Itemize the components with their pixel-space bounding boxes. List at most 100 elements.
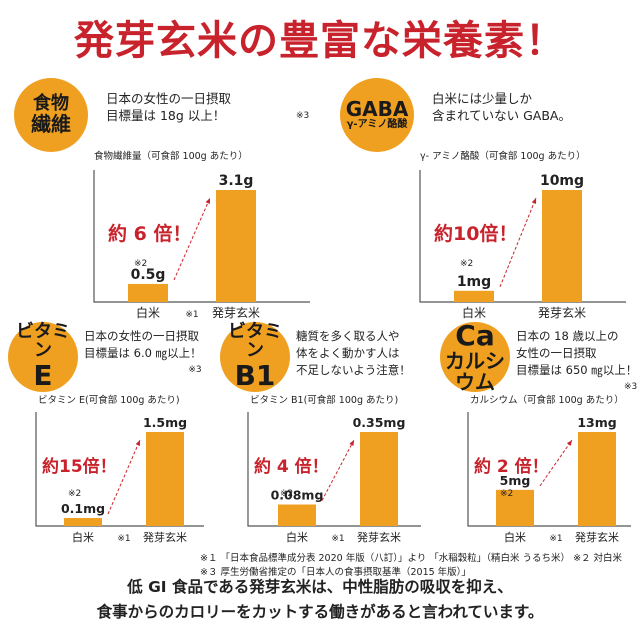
ratio-note: ※2 — [460, 259, 473, 269]
chart-label: ビタミン B1(可食部 100g あたり) — [250, 395, 399, 406]
badge-line: γ-アミノ酪酸 — [346, 119, 408, 131]
intro-line: 体をよく動かす人は — [296, 346, 400, 360]
chart-label: ビタミン E(可食部 100g あたり) — [38, 395, 180, 406]
bar-germinated-brown-rice — [578, 432, 616, 526]
value-label: 10mg — [540, 173, 584, 189]
ratio-arrow — [107, 439, 141, 515]
bar-germinated-brown-rice — [360, 432, 398, 526]
category-label: 発芽玄米 — [575, 530, 619, 544]
intro-line: 目標量は 18g 以上！ — [106, 108, 226, 123]
nutrient-badge: 食物 繊維 — [14, 78, 88, 152]
intro-note: ※3 — [296, 111, 310, 121]
bar-white-rice — [64, 518, 102, 526]
category-label: 発芽玄米 — [143, 530, 187, 544]
badge-line: ビタミン — [16, 321, 70, 362]
category-label: 白米 — [136, 305, 160, 320]
arrow-head — [205, 198, 210, 204]
value-label: 0.35mg — [353, 415, 406, 430]
arrow-head — [566, 440, 572, 446]
ratio-note: ※2 — [68, 489, 81, 499]
value-label: 5mg — [500, 473, 531, 488]
intro-text: 白米には少量しか 含まれていない GABA。 — [432, 90, 571, 124]
ratio-label: 約 4 倍！ — [254, 456, 329, 477]
bar-germinated-brown-rice — [146, 432, 184, 526]
ratio-label: 約15倍！ — [42, 456, 117, 477]
intro-text: 糖質を多く取る人や 体をよく動かす人は 不足しないよう注意！ — [296, 328, 411, 379]
axis-lines — [467, 412, 631, 527]
summary-line-2: 食事からのカロリーをカットする働きがあると言われています。 — [96, 603, 544, 621]
nutrient-badge: ビタミン E — [8, 322, 78, 392]
value-label: 1mg — [457, 274, 491, 290]
bar-chart: 0.1mg 白米 1.5mg 発芽玄米 ※1 約15倍！ ※2 — [35, 412, 204, 544]
intro-line: 目標量は 650 ㎎以上！ — [516, 363, 638, 377]
footnotes: ※１ 「日本食品標準成分表 2020 年版（八訂）」より 「水稲穀粒」（精白米 … — [200, 552, 622, 580]
bar-white-rice — [496, 489, 534, 526]
category-label: 発芽玄米 — [357, 530, 401, 544]
category-label: 発芽玄米 — [212, 305, 260, 320]
intro-line: 含まれていない GABA。 — [432, 108, 571, 123]
chart-label: カルシウム（可食部 100g あたり） — [470, 395, 624, 406]
category-note: ※1 — [549, 534, 562, 544]
badge-line: 繊維 — [31, 111, 71, 136]
nutrient-badge: ビタミン B1 — [220, 322, 290, 392]
page-title: 発芽玄米の豊富な栄養素！ — [74, 17, 566, 64]
badge-line: E — [33, 359, 53, 393]
ratio-arrow — [321, 439, 355, 501]
chart-label: 食物繊維量（可食部 100g あたり） — [94, 151, 248, 162]
category-label: 発芽玄米 — [538, 305, 586, 320]
intro-line: 日本の女性の一日摂取 — [106, 91, 232, 106]
bar-white-rice — [278, 504, 316, 526]
ratio-note: ※2 — [500, 489, 513, 499]
ratio-note: ※2 — [280, 489, 293, 499]
intro-line: 日本の 18 歳以上の — [516, 329, 619, 343]
intro-text: 日本の 18 歳以上の 女性の一日摂取目標量は 650 ㎎以上！ ※3 — [516, 328, 637, 396]
intro-text: 日本の女性の一日摂取 目標量は 6.0 ㎎以上！ ※3 — [84, 328, 202, 379]
value-label: 13mg — [577, 415, 616, 430]
badge-line: B1 — [234, 359, 276, 393]
badge-line: カルシウム — [445, 348, 505, 394]
nutrient-badge: Ca カルシウム — [440, 319, 510, 394]
badge-line: Ca — [455, 319, 495, 353]
ratio-note: ※2 — [134, 259, 147, 269]
category-note: ※1 — [185, 310, 198, 320]
intro-text: 日本の女性の一日摂取 目標量は 18g 以上！ ※3 — [106, 90, 309, 124]
value-label: 1.5mg — [143, 415, 187, 430]
footnote-3: ※３ 厚生労働省推定の「日本人の食事摂取基準（2015 年版）」 — [200, 567, 471, 578]
bar-white-rice — [128, 283, 168, 302]
summary-text: 低 GI 食品である発芽玄米は、中性脂肪の吸収を抑え、 食事からのカロリーをカッ… — [0, 575, 640, 625]
bar-chart: 0.08mg 白米 0.35mg 発芽玄米 ※1 約 4 倍！ ※2 — [247, 412, 421, 544]
category-label: 白米 — [462, 305, 486, 320]
bar-germinated-brown-rice — [216, 190, 256, 302]
bar-chart: 0.5g 白米 3.1g 発芽玄米 ※1 約 6 倍！ ※2 — [93, 170, 310, 320]
value-label: 0.1mg — [61, 501, 105, 516]
badge-line: GABA — [345, 97, 409, 122]
arrow-head — [531, 198, 537, 204]
category-label: 白米 — [286, 530, 308, 544]
ratio-label: 約 2 倍！ — [474, 456, 549, 477]
intro-line: 女性の一日摂取 — [516, 346, 597, 360]
bar-white-rice — [454, 290, 494, 302]
ratio-arrow — [539, 439, 573, 487]
bar-germinated-brown-rice — [542, 190, 582, 302]
value-label: 0.08mg — [271, 488, 324, 503]
intro-note: ※3 — [623, 382, 638, 392]
value-label: 3.1g — [219, 173, 254, 189]
category-note: ※1 — [117, 534, 130, 544]
arrow-head — [135, 440, 140, 446]
summary-line-1: 低 GI 食品である発芽玄米は、中性脂肪の吸収を抑え、 — [127, 578, 513, 596]
badge-line: 食物 — [33, 93, 69, 115]
intro-line: 糖質を多く取る人や — [296, 329, 400, 343]
bar-chart: 5mg 白米 13mg 発芽玄米 ※1 約 2 倍！ ※2 — [467, 412, 631, 544]
ratio-arrow — [499, 197, 537, 287]
chart-label: γ- アミノ酪酸（可食部 100g あたり） — [420, 151, 586, 162]
category-note: ※1 — [331, 534, 344, 544]
footnote-1: ※１ 「日本食品標準成分表 2020 年版（八訂）」より 「水稲穀粒」（精白米 … — [200, 553, 623, 564]
badge-line: ビタミン — [228, 321, 282, 362]
value-label: 0.5g — [131, 267, 166, 283]
arrow-head — [349, 440, 354, 446]
intro-line: 日本の女性の一日摂取 — [84, 329, 199, 343]
category-label: 白米 — [504, 530, 526, 544]
nutrient-badge: GABA γ-アミノ酪酸 — [340, 78, 414, 152]
intro-line: 目標量は 6.0 ㎎以上！ — [84, 346, 202, 360]
intro-note: ※3 — [188, 365, 202, 375]
